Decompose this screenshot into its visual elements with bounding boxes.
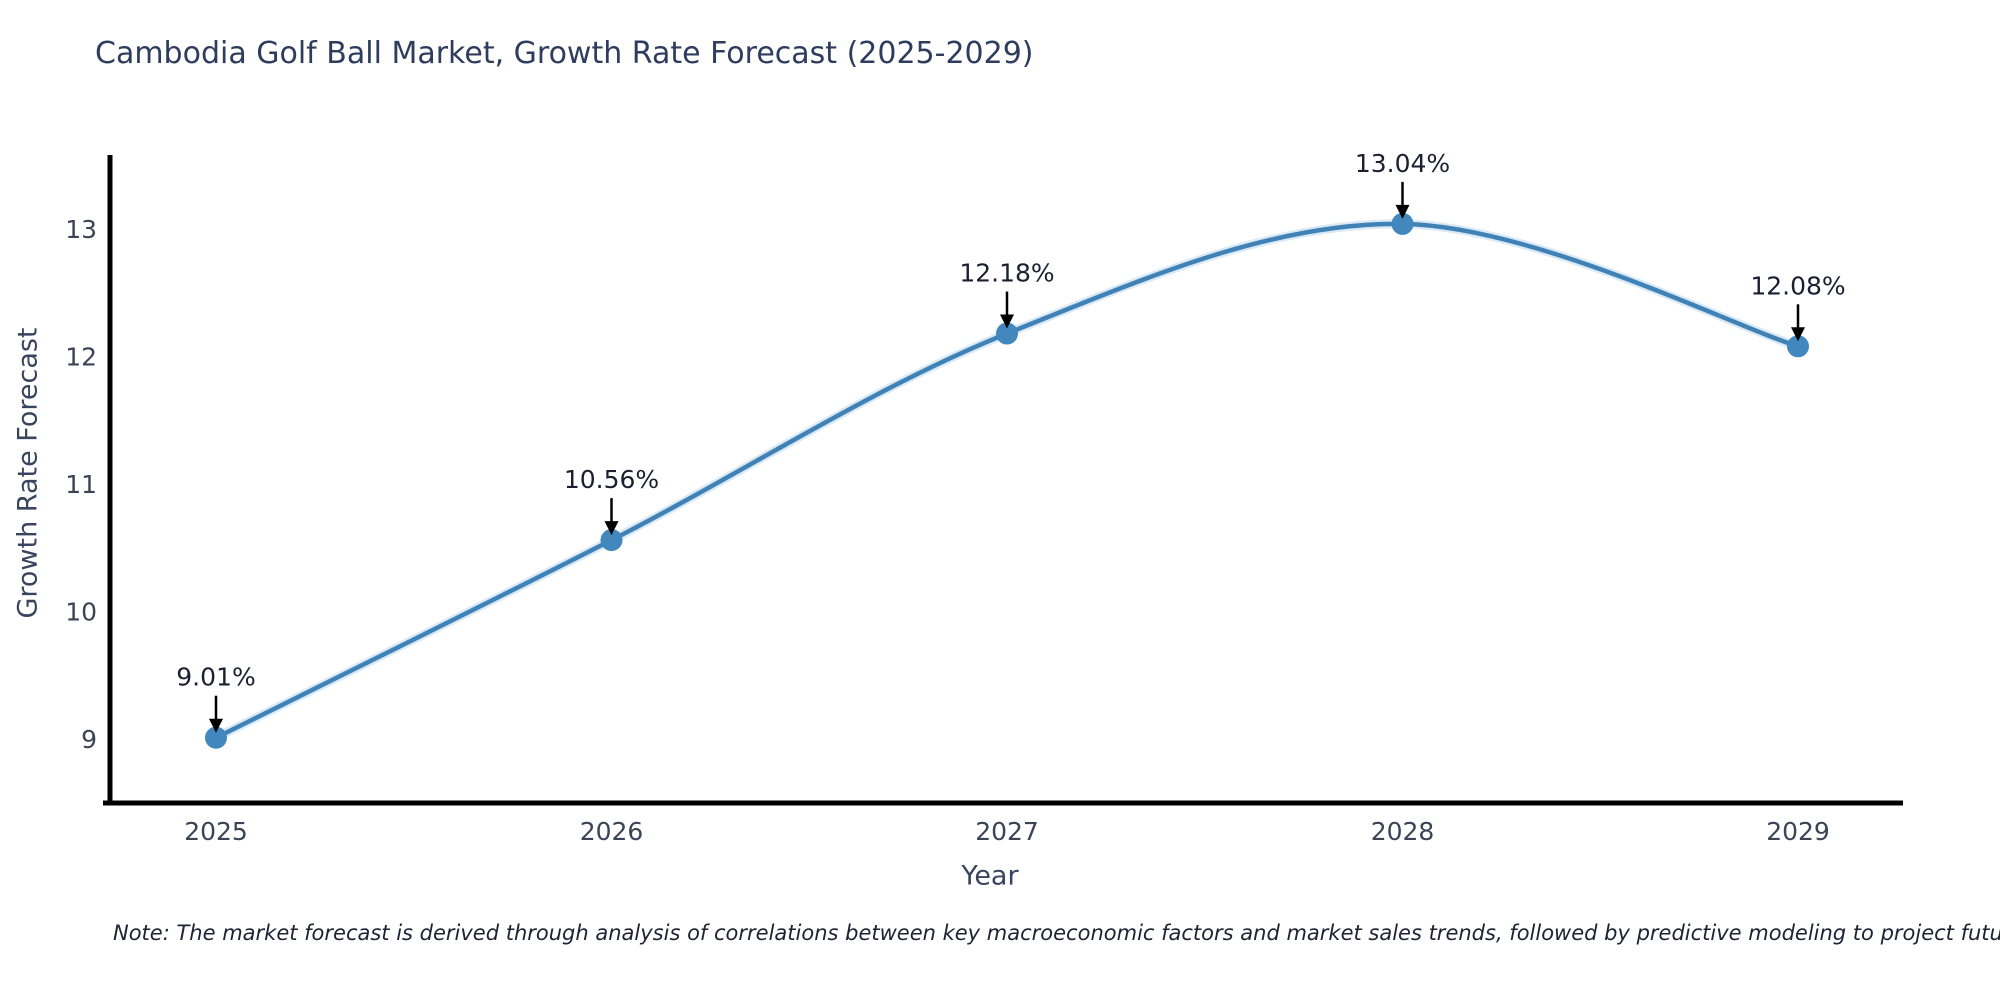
annotation-arrow-head [1395, 204, 1410, 219]
data-point-marker [1787, 335, 1809, 358]
x-tick-label: 2029 [1766, 817, 1830, 846]
annotation-arrow-head [604, 521, 619, 536]
x-tick-label: 2028 [1371, 817, 1435, 846]
data-point-marker [996, 322, 1018, 345]
x-tick-label: 2027 [975, 817, 1039, 846]
point-value-label: 9.01% [176, 663, 255, 692]
x-tick-label: 2026 [580, 817, 644, 846]
y-tick-label: 12 [65, 343, 97, 372]
annotation-arrow-head [1791, 327, 1805, 342]
data-point-marker [600, 529, 623, 552]
y-tick-label: 9 [81, 725, 97, 754]
y-tick-label: 11 [65, 470, 97, 499]
y-tick-label: 13 [65, 215, 97, 244]
point-value-label: 12.18% [959, 259, 1054, 288]
data-point-marker [205, 726, 227, 749]
annotation-arrow-head [209, 718, 223, 733]
data-point-marker [1391, 212, 1414, 235]
x-tick-label: 2025 [184, 817, 248, 846]
x-axis-title: Year [961, 860, 1019, 892]
footnote: Note: The market forecast is derived thr… [113, 921, 2000, 945]
chart-title: Cambodia Golf Ball Market, Growth Rate F… [95, 36, 1034, 71]
annotation-arrow-head [1000, 314, 1014, 329]
y-tick-label: 10 [65, 598, 97, 627]
point-value-label: 13.04% [1355, 149, 1450, 178]
point-value-label: 10.56% [564, 465, 659, 494]
point-value-label: 12.08% [1750, 271, 1845, 300]
